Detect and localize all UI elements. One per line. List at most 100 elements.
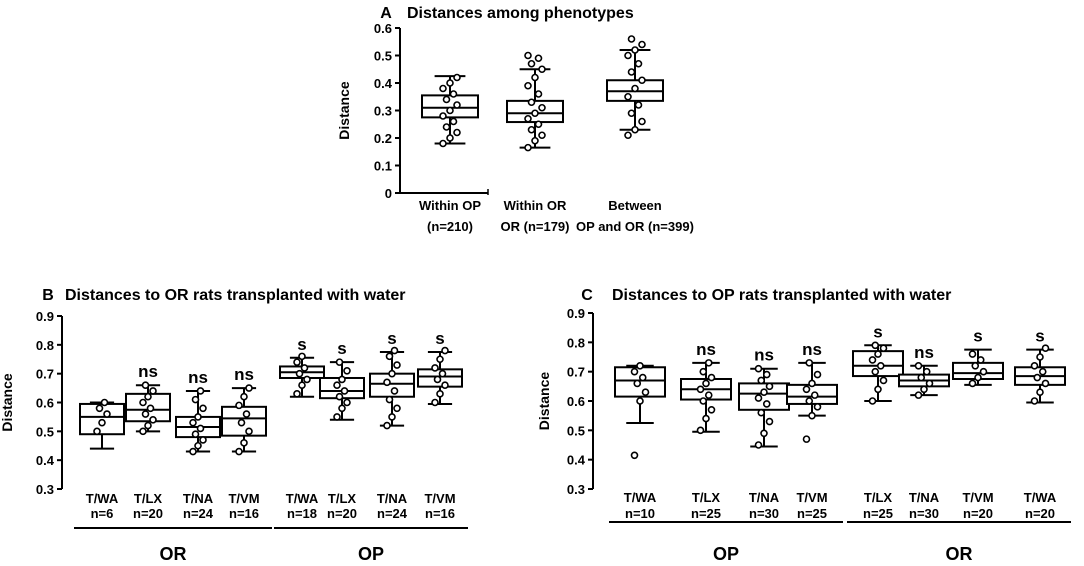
- data-point: [1041, 379, 1050, 388]
- panel-c-box-4: ns: [786, 340, 838, 443]
- panel-b-category-n: n=20: [327, 506, 357, 521]
- data-point: [879, 344, 888, 353]
- data-point: [638, 373, 647, 382]
- significance-label: s: [387, 329, 396, 348]
- data-point: [149, 415, 157, 424]
- data-point: [631, 46, 639, 54]
- panel-b-category-label: T/WA: [286, 491, 319, 506]
- data-point: [627, 35, 636, 43]
- data-point: [754, 394, 763, 402]
- data-point: [707, 373, 716, 382]
- panel-b-category-n: n=18: [287, 506, 317, 521]
- data-point: [100, 398, 109, 407]
- data-point: [433, 375, 442, 384]
- panel-a-box-1: [421, 73, 479, 148]
- data-point: [534, 90, 543, 98]
- data-point: [196, 424, 205, 433]
- data-point: [436, 390, 444, 398]
- data-point: [439, 84, 447, 93]
- panel-c-box-6: ns: [898, 343, 950, 399]
- panel-b-category-label: T/LX: [328, 491, 356, 506]
- significance-label: ns: [754, 346, 774, 365]
- panel-b-category-n: n=16: [425, 506, 455, 521]
- significance-label: s: [873, 322, 882, 341]
- panel-a-category-label: Between: [608, 198, 662, 213]
- panel-a-y-tick-label: 0: [385, 186, 392, 201]
- panel-c-category-n: n=20: [1025, 506, 1055, 521]
- data-point: [968, 350, 977, 358]
- data-point: [103, 410, 111, 418]
- panel-a-category-n: OR (n=179): [501, 219, 570, 234]
- data-point: [630, 451, 639, 460]
- panel-a-letter: A: [380, 5, 392, 22]
- data-point: [531, 73, 539, 82]
- panel-c-y-tick-label: 0.6: [567, 394, 585, 409]
- data-point: [293, 390, 301, 398]
- panel-c-group-label-1: OP: [713, 544, 739, 564]
- data-point: [699, 397, 708, 405]
- data-point: [634, 59, 643, 68]
- panel-b-box-1: [79, 398, 125, 450]
- panel-b-box-6: s: [319, 339, 365, 421]
- panel-b-y-tick-label: 0.8: [36, 338, 54, 353]
- panel-b-y-tick-label: 0.5: [36, 424, 54, 439]
- panel-c-box-3: ns: [738, 346, 790, 449]
- data-point: [979, 367, 988, 376]
- data-point: [194, 413, 202, 421]
- data-point: [925, 379, 934, 388]
- data-point: [441, 346, 449, 355]
- panel-b-box-4: ns: [221, 365, 267, 456]
- panel-a-y-axis-label: Distance: [336, 81, 352, 140]
- significance-label: s: [435, 329, 444, 348]
- data-point: [868, 397, 877, 405]
- data-point: [194, 441, 202, 450]
- data-point: [144, 421, 152, 430]
- panel-c-category-n: n=10: [625, 506, 655, 521]
- data-point: [524, 51, 532, 60]
- panel-a-category-n: OP and OR (n=399): [576, 219, 694, 234]
- data-point: [641, 388, 650, 397]
- data-point: [388, 413, 396, 421]
- data-point: [538, 103, 546, 112]
- panel-b-y-tick-label: 0.3: [36, 482, 54, 497]
- data-point: [922, 367, 931, 376]
- data-point: [436, 355, 444, 364]
- data-point: [431, 398, 439, 407]
- panel-a-category-label: Within OR: [504, 198, 567, 213]
- data-point: [627, 68, 636, 76]
- data-point: [189, 447, 197, 456]
- data-point: [388, 369, 396, 378]
- data-point: [149, 387, 157, 395]
- significance-label: ns: [188, 368, 208, 387]
- panel-c-distances-to-op-rats: C Distances to OP rats transplanted with …: [536, 287, 1071, 564]
- panel-a-y-tick-label: 0.1: [374, 159, 392, 174]
- data-point: [760, 429, 768, 438]
- panel-c-category-label: T/LX: [692, 490, 720, 505]
- data-point: [453, 128, 461, 137]
- data-point: [139, 427, 147, 436]
- data-point: [191, 430, 200, 439]
- data-point: [627, 109, 636, 118]
- data-point: [974, 373, 982, 382]
- data-point: [438, 369, 447, 378]
- data-point: [293, 358, 301, 366]
- data-point: [805, 397, 814, 405]
- panel-b-category-n: n=16: [229, 506, 259, 521]
- data-point: [343, 366, 351, 375]
- data-point: [534, 54, 543, 63]
- data-point: [449, 90, 458, 98]
- panel-b-category-label: T/VM: [228, 491, 259, 506]
- data-point: [439, 112, 447, 120]
- panel-b-y-axis-label: Distance: [0, 373, 15, 432]
- panel-c-category-label: T/WA: [1024, 490, 1057, 505]
- significance-label: s: [1035, 327, 1044, 346]
- data-point: [191, 395, 200, 404]
- data-point: [531, 109, 539, 118]
- panel-c-category-label: T/NA: [909, 490, 940, 505]
- data-point: [453, 73, 461, 82]
- panel-b-y-tick-label: 0.7: [36, 367, 54, 382]
- data-point: [813, 370, 822, 379]
- data-point: [765, 382, 774, 391]
- panel-c-category-n: n=30: [909, 506, 939, 521]
- panel-c-box-5: s: [852, 322, 904, 405]
